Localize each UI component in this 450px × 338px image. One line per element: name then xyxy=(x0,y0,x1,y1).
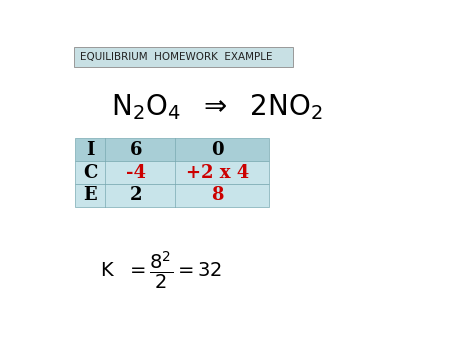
Bar xyxy=(76,138,269,161)
Text: -4: -4 xyxy=(126,164,146,182)
Text: 6: 6 xyxy=(130,141,143,159)
Text: +2 x 4: +2 x 4 xyxy=(185,164,249,182)
FancyBboxPatch shape xyxy=(74,47,293,67)
Text: $\mathrm{K}\ \ =\dfrac{8^2}{2}=32$: $\mathrm{K}\ \ =\dfrac{8^2}{2}=32$ xyxy=(100,249,222,291)
Text: 0: 0 xyxy=(211,141,224,159)
Bar xyxy=(76,161,269,184)
Text: C: C xyxy=(83,164,98,182)
Text: EQUILIBRIUM  HOMEWORK  EXAMPLE: EQUILIBRIUM HOMEWORK EXAMPLE xyxy=(80,52,272,62)
Bar xyxy=(76,184,269,207)
Text: I: I xyxy=(86,141,94,159)
Text: 2: 2 xyxy=(130,187,143,204)
Text: 8: 8 xyxy=(211,187,224,204)
Text: $\mathrm{N_2O_4}$  $\mathsf{\Rightarrow}$  $\mathrm{2NO_2}$: $\mathrm{N_2O_4}$ $\mathsf{\Rightarrow}$… xyxy=(111,92,323,122)
Text: E: E xyxy=(83,187,97,204)
